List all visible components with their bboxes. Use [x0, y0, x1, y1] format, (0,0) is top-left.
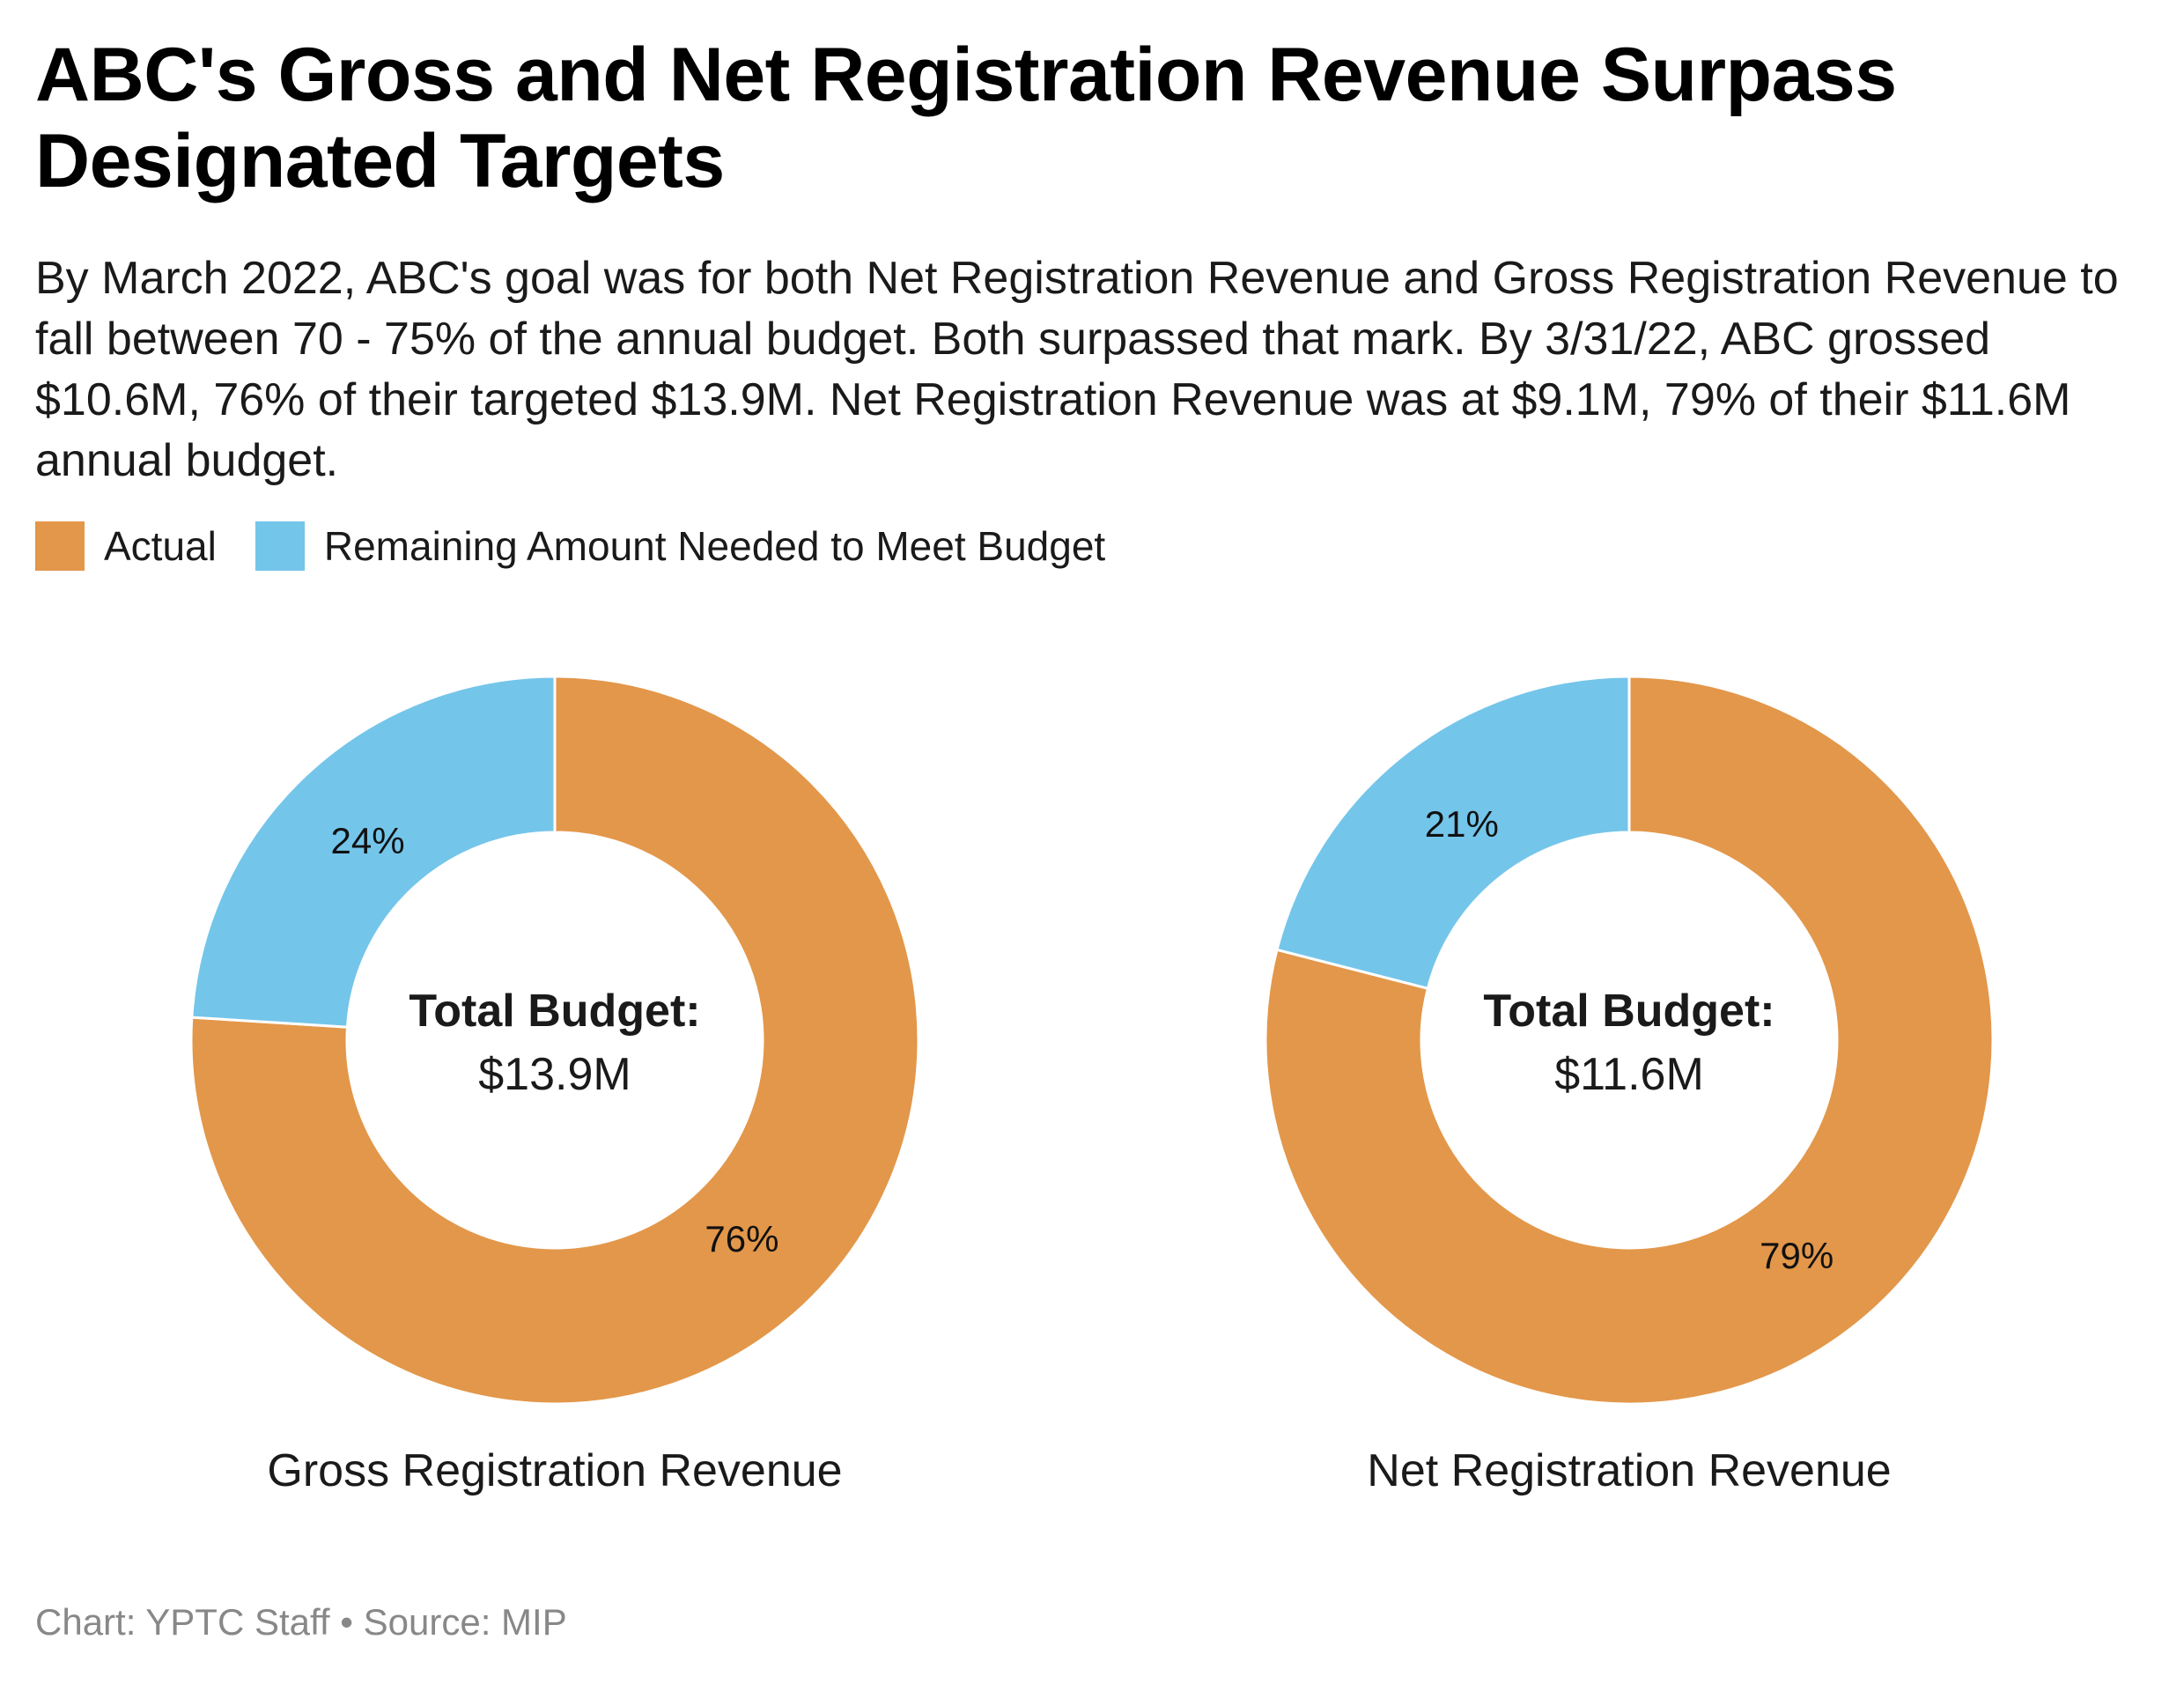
slice-label-net-remaining: 21%	[1425, 803, 1499, 845]
slice-label-gross-actual: 76%	[705, 1218, 778, 1259]
legend-item-remaining: Remaining Amount Needed to Meet Budget	[255, 521, 1105, 571]
slice-labels-gross: 76% 24%	[331, 820, 779, 1259]
donut-chart-net: 79% 21% Total Budget: $11.6M Net Registra…	[1264, 675, 1995, 1496]
category-label-net: Net Registration Revenue	[1367, 1445, 1891, 1496]
donut-slice-net-actual	[1264, 675, 1995, 1406]
center-label-title-net: Total Budget:	[1483, 986, 1774, 1037]
legend: Actual Remaining Amount Needed to Meet B…	[35, 521, 1144, 571]
donut-slice-gross-actual	[189, 675, 920, 1406]
legend-swatch-actual	[35, 521, 85, 571]
chart-title: ABC's Gross and Net Registration Revenue…	[35, 33, 1897, 203]
slice-label-gross-remaining: 24%	[331, 820, 405, 861]
donut-slice-gross-remaining	[190, 675, 557, 1029]
legend-label-actual: Actual	[104, 523, 217, 569]
slice-labels-net: 79% 21%	[1425, 803, 1834, 1276]
legend-item-actual: Actual	[35, 521, 217, 571]
chart-credit-footer: Chart: YPTC Staff • Source: MIP	[35, 1601, 567, 1643]
donut-chart-gross: 76% 24% Total Budget: $13.9M Gross Regist…	[189, 675, 920, 1496]
center-label-title-gross: Total Budget:	[409, 986, 700, 1037]
center-label-value-net: $11.6M	[1554, 1049, 1704, 1100]
category-label-gross: Gross Registration Revenue	[267, 1445, 842, 1496]
slice-label-net-actual: 79%	[1760, 1235, 1834, 1276]
chart-subtitle: By March 2022, ABC's goal was for both N…	[35, 253, 2119, 486]
donut-slices-net	[1264, 675, 1995, 1406]
legend-label-remaining: Remaining Amount Needed to Meet Budget	[323, 523, 1106, 569]
legend-swatch-remaining	[255, 521, 305, 571]
donut-slice-net-remaining	[1275, 675, 1631, 991]
donut-slices-gross	[189, 675, 920, 1406]
center-label-value-gross: $13.9M	[478, 1049, 631, 1100]
